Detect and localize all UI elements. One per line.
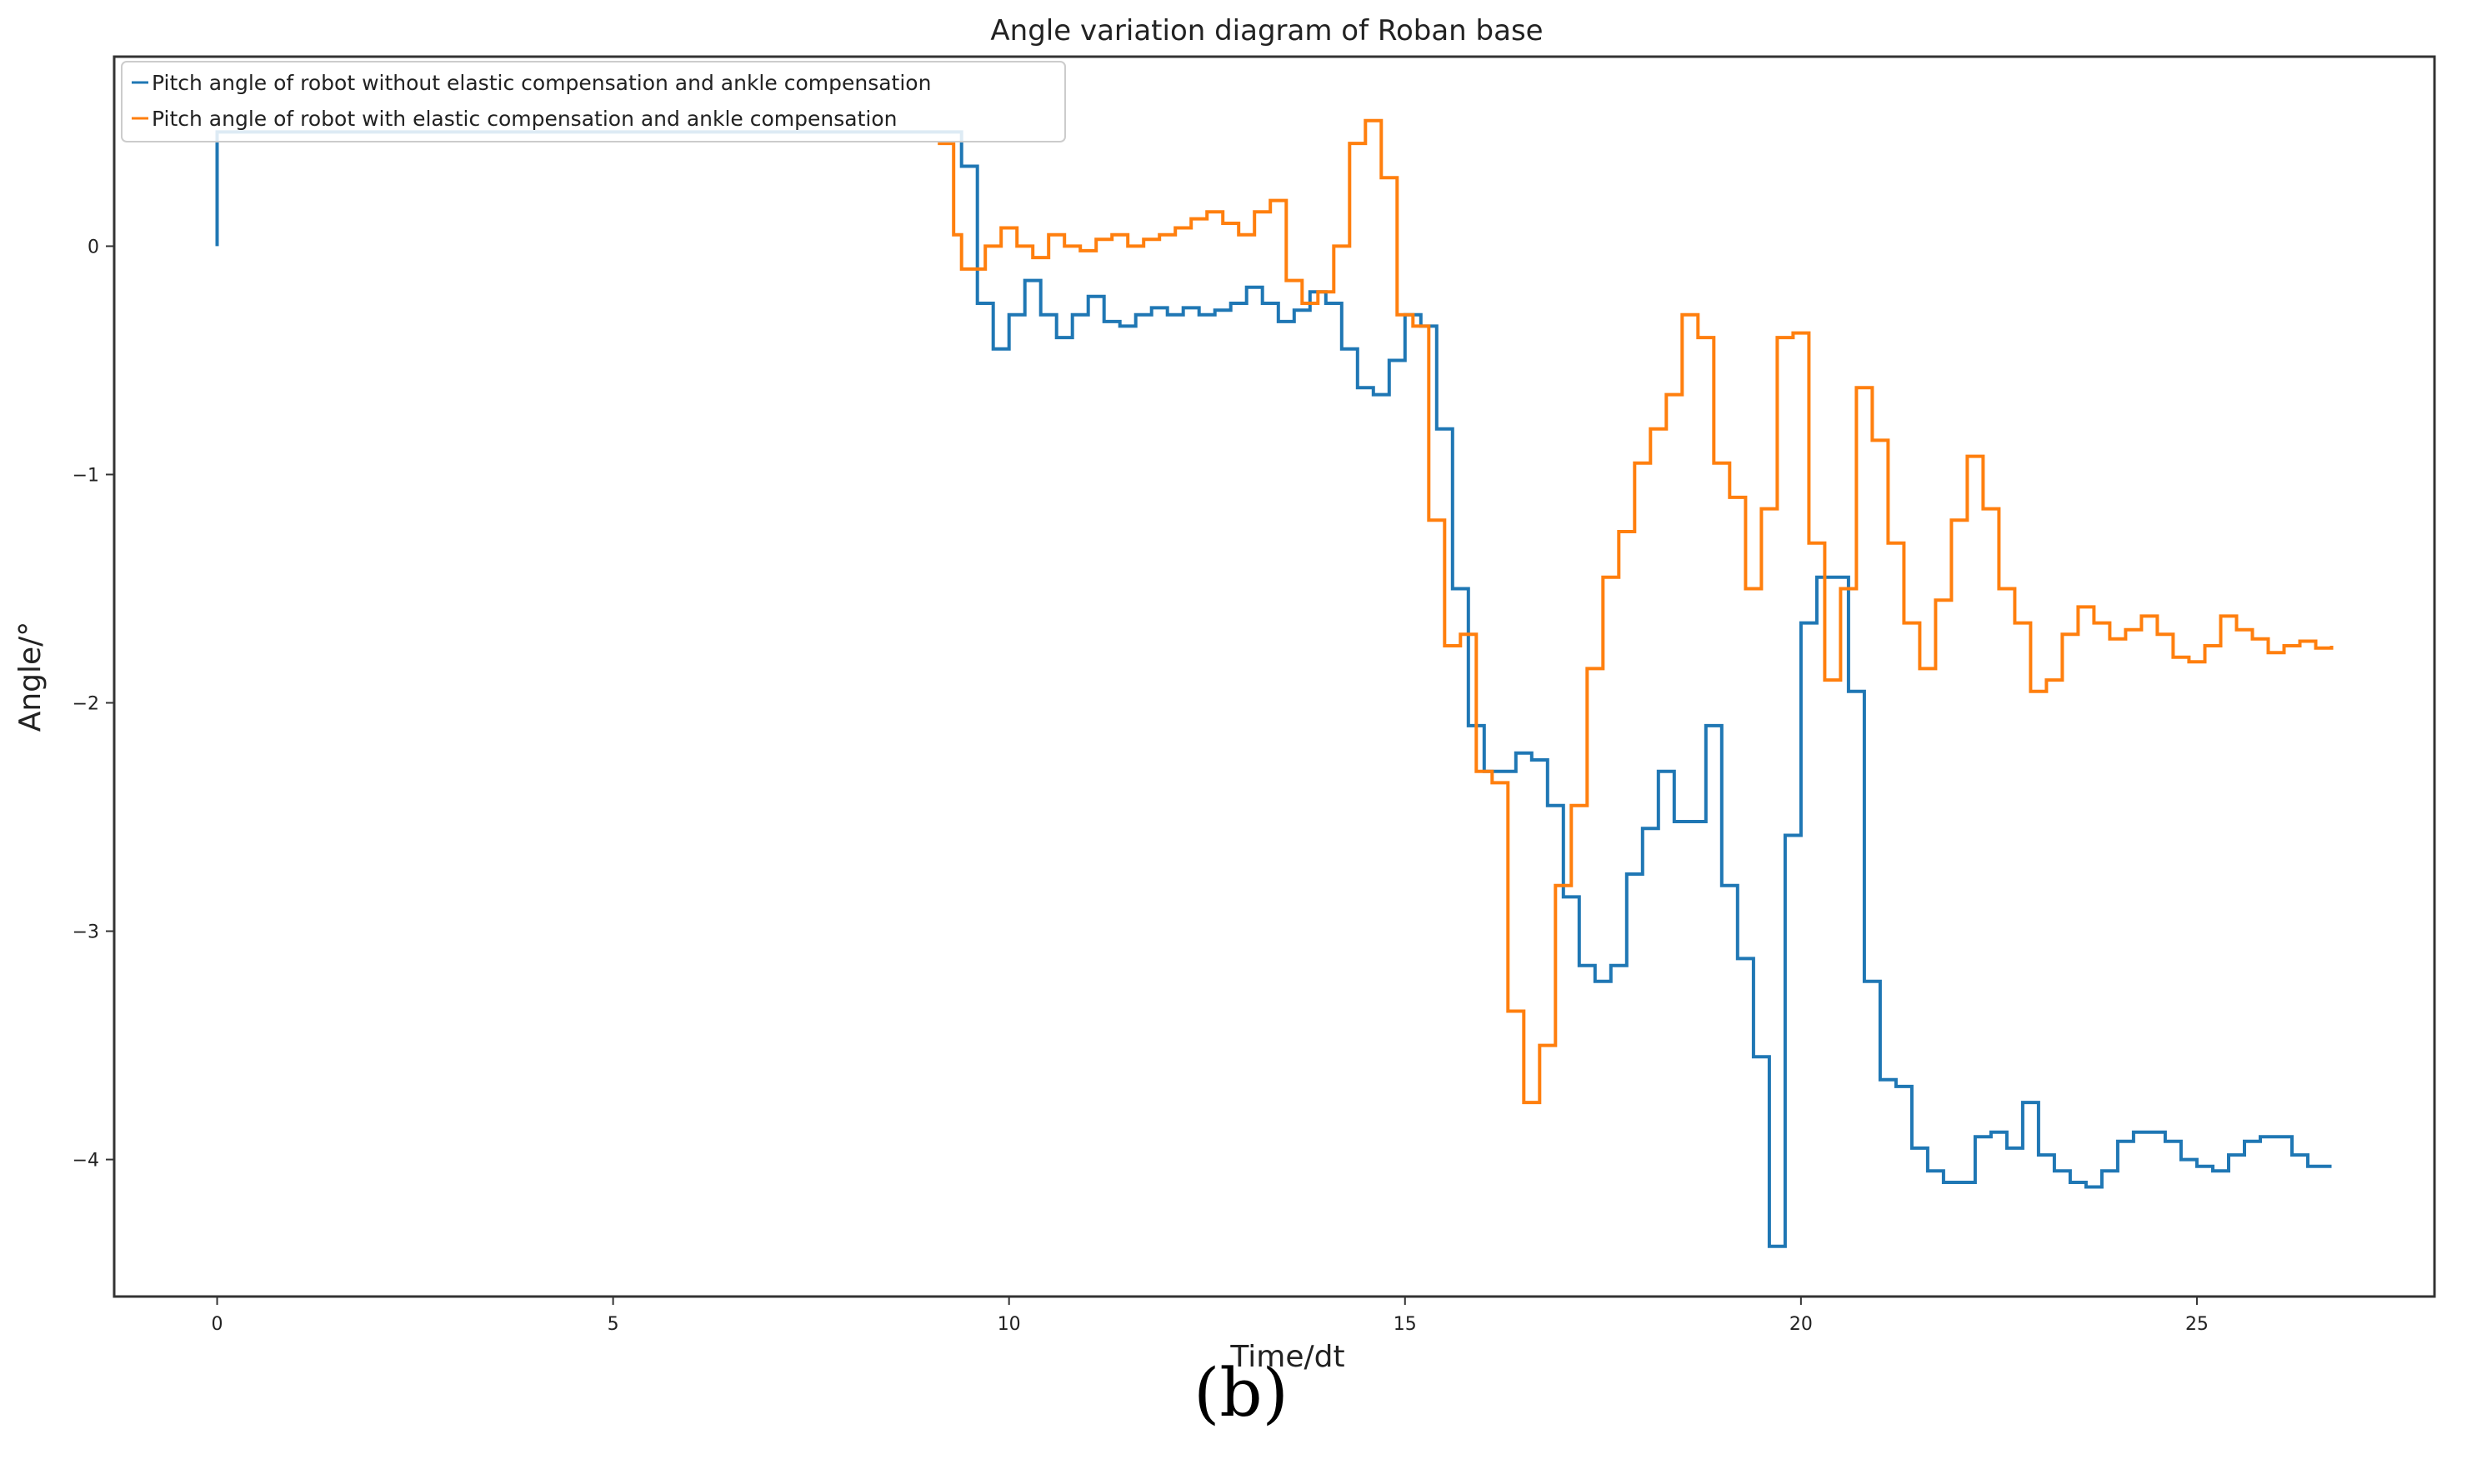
y-tick-label: 0: [88, 237, 99, 257]
y-tick-label: −1: [73, 465, 99, 486]
legend-box: [121, 61, 1066, 142]
y-tick-label: −3: [73, 922, 99, 943]
series-lines: [215, 118, 2334, 1248]
x-tick-label: 0: [212, 1314, 223, 1335]
x-axis-label: Time/dt: [1229, 1340, 1344, 1374]
legend: Pitch angle of robot without elastic com…: [121, 61, 1066, 142]
x-tick-label: 15: [1394, 1314, 1417, 1335]
legend-label-2: Pitch angle of robot with elastic compen…: [152, 107, 897, 131]
y-axis-label: Angle/°: [13, 622, 48, 732]
chart-title: Angle variation diagram of Roban base: [990, 14, 1543, 47]
series-line-2: [938, 118, 2334, 1105]
y-axis-ticks: 0 −1 −2 −3 −4: [73, 237, 114, 1172]
y-tick-label: −4: [73, 1151, 99, 1172]
plot-frame: [113, 55, 2436, 1298]
x-tick-label: 20: [1789, 1314, 1813, 1335]
panel-label: (b): [1193, 1354, 1289, 1432]
x-tick-label: 5: [608, 1314, 619, 1335]
series-line-1: [215, 130, 2332, 1248]
y-tick-label: −2: [73, 694, 99, 715]
x-tick-label: 25: [2185, 1314, 2209, 1335]
legend-label-1: Pitch angle of robot without elastic com…: [152, 71, 931, 95]
x-axis-ticks: 0 5 10 15 20 25: [212, 1297, 2209, 1335]
x-tick-label: 10: [998, 1314, 1021, 1335]
